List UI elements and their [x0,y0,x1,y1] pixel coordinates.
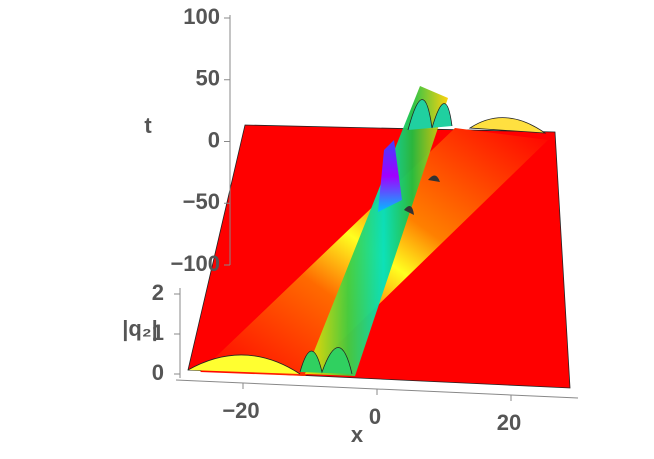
surface-ridge-edge [187,354,301,375]
surface-cone [378,140,402,212]
x-axis-label: x [351,422,364,447]
t-tick-label: 100 [183,4,220,29]
z-tick-label: 0 [152,360,164,385]
t-tick-label: 0 [208,127,220,152]
z-axis-label: |q₂| [122,316,158,341]
t-tick-label: −50 [183,189,220,214]
surface-wave-back [407,99,453,131]
z-tick-label: 2 [152,280,164,305]
t-tick-label: −100 [170,251,220,276]
surface-back-bump [468,117,547,134]
surface-wave-edge [299,347,353,375]
surface-wave [305,86,448,376]
t-axis-label: t [144,113,152,138]
surface [187,86,571,389]
x-tick-label: −20 [222,398,259,423]
x-tick-label: 0 [369,404,381,429]
t-tick-label: 50 [196,66,220,91]
surface-dip [404,175,440,215]
z-tick-label: 1 [152,320,164,345]
x-tick-label: 20 [497,410,521,435]
